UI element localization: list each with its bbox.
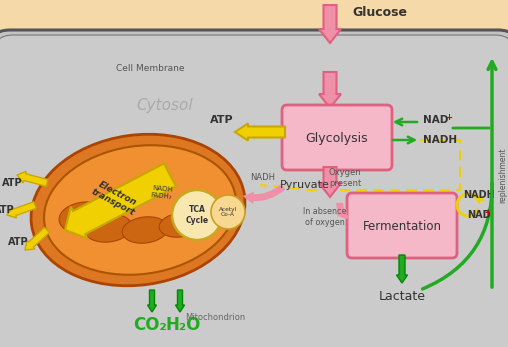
FancyBboxPatch shape (347, 193, 457, 258)
FancyBboxPatch shape (0, 30, 508, 347)
Ellipse shape (59, 202, 111, 234)
Text: Mitochondrion: Mitochondrion (185, 313, 245, 322)
Text: Glycolysis: Glycolysis (306, 132, 368, 144)
FancyArrow shape (7, 202, 36, 218)
Text: replenishment: replenishment (498, 147, 507, 203)
FancyBboxPatch shape (282, 105, 392, 170)
Text: Cytosol: Cytosol (137, 98, 194, 112)
Ellipse shape (122, 217, 168, 243)
FancyBboxPatch shape (0, 35, 508, 347)
Ellipse shape (31, 134, 245, 286)
Text: CO₂: CO₂ (133, 316, 167, 334)
FancyArrow shape (235, 124, 285, 141)
FancyArrow shape (319, 72, 341, 108)
Text: Lactate: Lactate (378, 289, 426, 303)
Text: In absence
of oxygen: In absence of oxygen (303, 207, 347, 227)
FancyArrow shape (25, 227, 49, 250)
Circle shape (172, 190, 222, 240)
Text: Acetyl
Co-A: Acetyl Co-A (219, 206, 237, 218)
Text: NADH: NADH (463, 190, 495, 200)
Text: Electron
transport: Electron transport (89, 178, 141, 218)
Text: NADH: NADH (423, 135, 457, 145)
Text: H₂O: H₂O (165, 316, 201, 334)
FancyArrowPatch shape (478, 196, 483, 203)
Ellipse shape (84, 214, 132, 242)
FancyArrow shape (319, 5, 341, 43)
Text: NADH: NADH (250, 172, 275, 181)
Circle shape (211, 195, 245, 229)
FancyArrowPatch shape (336, 203, 350, 219)
Text: NAD: NAD (467, 210, 491, 220)
Text: Fermentation: Fermentation (363, 220, 441, 232)
FancyArrowPatch shape (423, 183, 492, 289)
Text: NAD: NAD (423, 115, 449, 125)
FancyArrow shape (147, 290, 156, 312)
Text: NADH
FADH₂: NADH FADH₂ (151, 185, 173, 200)
FancyArrow shape (397, 255, 407, 283)
Text: ATP: ATP (2, 178, 22, 188)
FancyArrow shape (17, 171, 48, 186)
Ellipse shape (44, 145, 236, 275)
Text: Cell Membrane: Cell Membrane (116, 64, 184, 73)
Text: ATP: ATP (0, 205, 14, 215)
Text: Oxygen
present: Oxygen present (329, 168, 361, 188)
Ellipse shape (159, 213, 201, 237)
Text: +: + (484, 208, 490, 217)
Text: Glucose: Glucose (352, 6, 407, 18)
FancyArrowPatch shape (243, 184, 285, 204)
Text: ATP: ATP (8, 237, 28, 247)
Text: +: + (445, 112, 452, 121)
FancyArrow shape (319, 167, 341, 197)
Text: TCA
Cycle: TCA Cycle (185, 205, 209, 225)
FancyArrow shape (175, 290, 184, 312)
FancyArrow shape (65, 163, 176, 238)
Text: ATP: ATP (210, 115, 234, 125)
Text: Pyruvate: Pyruvate (280, 180, 330, 190)
